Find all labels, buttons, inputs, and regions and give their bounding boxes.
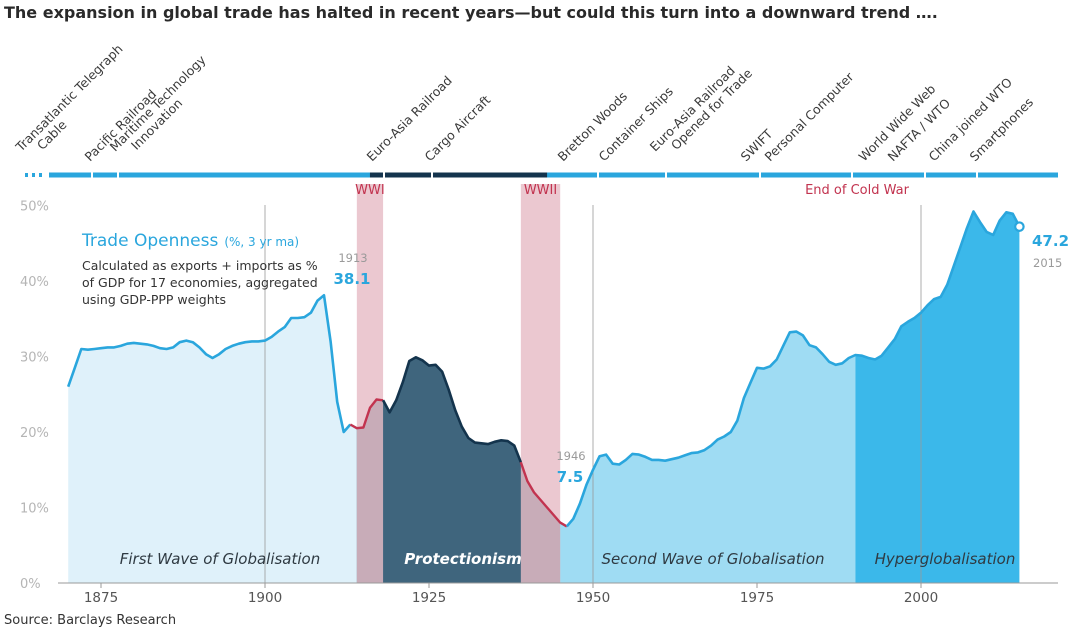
x-tick-label: 1925 bbox=[412, 590, 446, 606]
event-label: Bretton Woods bbox=[555, 89, 631, 165]
event-label-line: Container Ships bbox=[596, 84, 676, 164]
wwii-band bbox=[520, 184, 561, 583]
y-tick-label: 10% bbox=[20, 502, 49, 517]
series-line bbox=[519, 461, 568, 528]
event-label-line: Bretton Woods bbox=[555, 89, 631, 165]
event-label: Personal Computer bbox=[762, 69, 858, 165]
x-tick-label: 1950 bbox=[576, 590, 610, 606]
legend-description: using GDP-PPP weights bbox=[82, 292, 226, 307]
annotation-year: 1913 bbox=[338, 251, 367, 265]
trade-openness-chart: 0% 10% 20% 30% 40% 50% 1875 1900 1925 1950 1975 200… bbox=[12, 41, 1069, 606]
x-tick-label: 1900 bbox=[248, 590, 282, 606]
era-label: Hyperglobalisation bbox=[875, 550, 1016, 568]
era-area bbox=[356, 357, 561, 583]
x-tick-label: 2000 bbox=[904, 590, 938, 606]
end-point-marker bbox=[1014, 221, 1025, 232]
war-label: WWII bbox=[524, 183, 557, 198]
era-label: Protectionism bbox=[404, 550, 521, 568]
era-area bbox=[855, 211, 1020, 583]
legend-description: Calculated as exports + imports as % bbox=[82, 258, 318, 273]
y-tick-label: 40% bbox=[20, 275, 49, 290]
war-label: WWI bbox=[355, 183, 385, 198]
series-line bbox=[381, 356, 523, 463]
annotation-value: 47.2 bbox=[1032, 232, 1069, 250]
annotation-year: 2015 bbox=[1033, 256, 1062, 270]
y-tick-label: 0% bbox=[20, 577, 41, 592]
event-label: Container Ships bbox=[596, 84, 676, 164]
y-tick-label: 30% bbox=[20, 351, 49, 366]
era-area bbox=[68, 295, 357, 583]
series-line bbox=[565, 210, 1021, 528]
x-tick-label: 1975 bbox=[740, 590, 774, 606]
event-label-line: Maritime Technology bbox=[107, 52, 209, 154]
war-label: End of Cold War bbox=[805, 183, 910, 198]
annotation-year: 1946 bbox=[556, 449, 585, 463]
x-tick-label: 1875 bbox=[84, 590, 118, 606]
era-area bbox=[560, 331, 856, 583]
legend-description: of GDP for 17 economies, aggregated bbox=[82, 275, 318, 290]
era-label: Second Wave of Globalisation bbox=[601, 550, 824, 568]
page-title: The expansion in global trade has halted… bbox=[4, 3, 938, 22]
series-line bbox=[349, 398, 384, 430]
era-label: First Wave of Globalisation bbox=[120, 550, 321, 568]
annotation-value: 38.1 bbox=[333, 270, 370, 288]
wwi-band bbox=[356, 184, 384, 583]
event-label-line: Personal Computer bbox=[762, 69, 858, 165]
source-note: Source: Barclays Research bbox=[4, 613, 177, 628]
series-line bbox=[66, 294, 352, 434]
y-tick-label: 50% bbox=[20, 200, 49, 215]
legend-title: Trade Openness (%, 3 yr ma) bbox=[81, 231, 299, 251]
annotation-value: 7.5 bbox=[557, 468, 584, 486]
y-tick-label: 20% bbox=[20, 426, 49, 441]
